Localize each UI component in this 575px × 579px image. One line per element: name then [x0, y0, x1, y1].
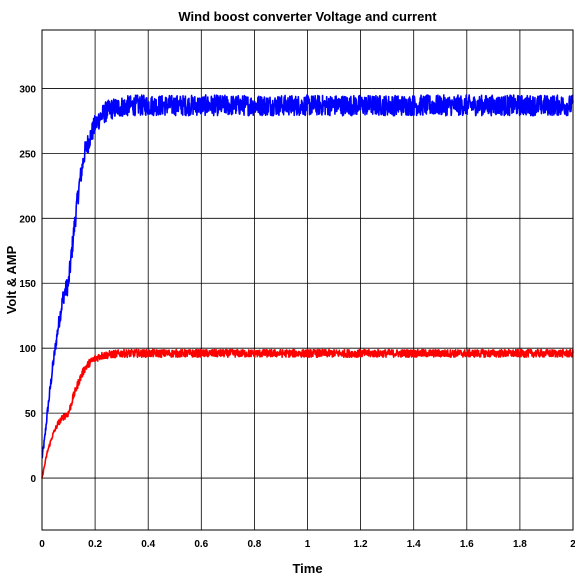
grid-lines: [42, 30, 573, 530]
y-tick-label: 250: [19, 149, 36, 160]
chart-title: Wind boost converter Voltage and current: [178, 9, 437, 24]
x-tick-label: 0.8: [247, 539, 261, 550]
x-tick-label: 1: [305, 539, 311, 550]
x-tick-label: 0: [39, 539, 45, 550]
x-tick-label: 0.2: [88, 539, 102, 550]
series-line-2: [41, 348, 574, 479]
tick-labels: 0 0.2 0.4 0.6 0.8 1 1.2 1.4 1.6 1.8 2 0 50 100 150 200 2…: [19, 84, 575, 550]
series-line-1: [41, 94, 574, 459]
x-tick-label: 1.6: [460, 539, 474, 550]
y-tick-label: 0: [30, 474, 36, 485]
series-layer: [41, 94, 574, 479]
y-tick-label: 100: [19, 344, 36, 355]
x-tick-label: 0.4: [141, 539, 155, 550]
y-axis-label: Volt & AMP: [4, 245, 19, 314]
x-tick-label: 2: [570, 539, 575, 550]
y-tick-label: 200: [19, 214, 36, 225]
y-tick-label: 50: [25, 409, 37, 420]
x-tick-label: 1.2: [354, 539, 368, 550]
x-tick-label: 1.4: [407, 539, 421, 550]
y-tick-label: 150: [19, 279, 36, 290]
y-tick-label: 300: [19, 84, 36, 95]
x-axis-label: Time: [292, 561, 322, 576]
x-tick-label: 0.6: [194, 539, 208, 550]
x-tick-label: 1.8: [513, 539, 527, 550]
plot-frame: [41, 29, 574, 531]
